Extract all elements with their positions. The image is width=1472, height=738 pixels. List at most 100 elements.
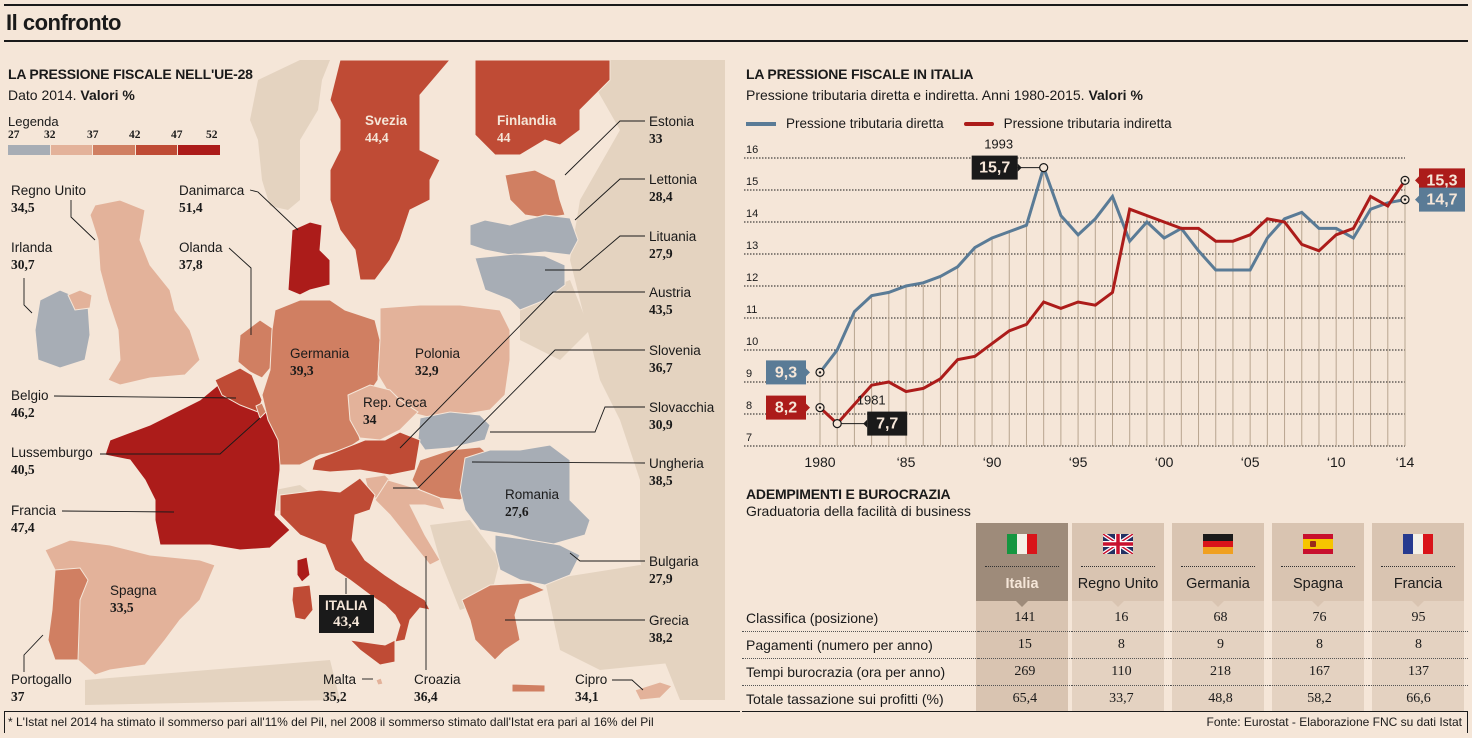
annotation-pointer bbox=[806, 403, 810, 412]
leader-lines bbox=[23, 120, 646, 691]
annotation-marker bbox=[832, 419, 842, 429]
annotation-pointer bbox=[863, 419, 868, 428]
country-cipro bbox=[634, 681, 673, 701]
label-bulgaria: Bulgaria 27,9 bbox=[649, 554, 699, 586]
country-polonia bbox=[377, 304, 511, 421]
label-spagna: Spagna 33,5 bbox=[110, 583, 157, 615]
country-name: Spagna bbox=[1293, 576, 1343, 592]
line-chart: 16 15 14 13 12 11 10 9 8 7 1980 ‘85 ‘90 ‘95 ‘00 ‘05 ‘10 ‘… bbox=[744, 138, 1465, 470]
business-subtitle: Graduatoria della facilità di business bbox=[746, 503, 971, 519]
business-table: Classifica (posizione) 141 16 68 76 95 Pagamen… bbox=[742, 605, 1468, 712]
annotation-value: 15,3 bbox=[1426, 172, 1457, 189]
map-subtitle-bold: Valori % bbox=[80, 87, 135, 103]
table-cell: 48,8 bbox=[1208, 691, 1233, 706]
legend-tick: 32 bbox=[44, 129, 56, 141]
footer-rule bbox=[4, 711, 740, 712]
y-tick-label: 12 bbox=[746, 272, 758, 284]
x-tick-label: ‘10 bbox=[1327, 454, 1346, 470]
series-line-indiretta bbox=[818, 179, 1407, 426]
annotation-value: 8,2 bbox=[775, 400, 797, 417]
annotation-pointer bbox=[1415, 195, 1419, 204]
label-olanda: Olanda 37,8 bbox=[179, 240, 223, 272]
row-label: Totale tassazione sui profitti (%) bbox=[746, 691, 944, 707]
legend-tick: 52 bbox=[206, 129, 218, 141]
table-bottom-rule bbox=[742, 711, 1468, 712]
turkey-land bbox=[545, 565, 705, 670]
eu-countries bbox=[34, 59, 673, 701]
leader-ungheria bbox=[471, 461, 646, 464]
header-pointer bbox=[1212, 601, 1224, 607]
annotation-marker-dot bbox=[1403, 179, 1407, 182]
country-lituania bbox=[474, 253, 566, 311]
map-title: LA PRESSIONE FISCALE NELL'UE-28 bbox=[8, 66, 253, 82]
header-pointer bbox=[1112, 601, 1124, 607]
legend-label: Legenda bbox=[8, 114, 59, 129]
country-malta bbox=[375, 677, 384, 686]
y-tick-label: 16 bbox=[746, 144, 758, 156]
annotation-year: 1981 bbox=[857, 393, 886, 408]
map-subtitle: Dato 2014. Valori % bbox=[8, 87, 135, 103]
row-label: Pagamenti (numero per anno) bbox=[742, 631, 978, 659]
label-belgio: Belgio 46,2 bbox=[11, 388, 49, 420]
y-tick-label: 14 bbox=[746, 208, 758, 220]
x-tick-label: ‘90 bbox=[983, 454, 1002, 470]
leader-lituania bbox=[545, 235, 645, 271]
map-panel: LA PRESSIONE FISCALE NELL'UE-28 Dato 201… bbox=[0, 44, 736, 712]
legend-tick: 42 bbox=[129, 129, 141, 141]
label-lettonia: Lettonia 28,4 bbox=[649, 172, 698, 204]
leader-olanda bbox=[228, 247, 252, 335]
annotation-marker-dot bbox=[1403, 198, 1407, 201]
table-cell: 9 bbox=[1170, 631, 1270, 659]
country-croazia bbox=[374, 479, 446, 566]
annotation-box bbox=[766, 360, 806, 385]
leader-portogallo bbox=[23, 634, 44, 672]
country-finlandia bbox=[474, 59, 611, 156]
country-svezia bbox=[329, 59, 452, 281]
legend-label-indiretta: Pressione tributaria indiretta bbox=[1003, 116, 1172, 131]
balkans-land bbox=[430, 520, 500, 610]
label-cipro: Cipro 34,1 bbox=[575, 672, 608, 704]
label-svezia: Svezia 44,4 bbox=[365, 113, 408, 145]
table-cell: 167 bbox=[1269, 658, 1369, 686]
header-divider bbox=[1081, 566, 1155, 567]
table-cell: 110 bbox=[1071, 658, 1171, 686]
country-crete bbox=[511, 683, 546, 693]
series-line-diretta bbox=[818, 162, 1406, 374]
country-slovacchia bbox=[417, 411, 491, 451]
label-francia: Francia 47,4 bbox=[11, 503, 57, 535]
europe-map bbox=[23, 59, 725, 705]
business-title: ADEMPIMENTI E BUROCRAZIA bbox=[746, 486, 951, 502]
table-cell: 95 bbox=[1368, 605, 1468, 632]
leader-cipro bbox=[612, 679, 644, 691]
x-tick-label: 1980 bbox=[804, 454, 835, 470]
africa-land bbox=[85, 660, 340, 705]
legend-label-diretta: Pressione tributaria diretta bbox=[786, 116, 944, 131]
annotation-box bbox=[867, 411, 908, 436]
footer-tick-left bbox=[4, 711, 5, 733]
table-cell: 76 bbox=[1269, 605, 1369, 632]
table-cell: 33,7 bbox=[1109, 691, 1134, 706]
country-romania bbox=[459, 444, 591, 546]
annotation-value: 14,7 bbox=[1426, 192, 1457, 209]
table-cell: 8 bbox=[1368, 631, 1468, 659]
label-grecia: Grecia 38,2 bbox=[649, 613, 689, 645]
header-pointer bbox=[1312, 601, 1324, 607]
chart-legend: Pressione tributaria diretta Pressione t… bbox=[746, 116, 1172, 131]
legend-swatch bbox=[8, 145, 50, 155]
leader-estonia bbox=[564, 120, 645, 176]
map-legend: Legenda 27 32 37 42 47 52 bbox=[8, 114, 223, 155]
country-name: Germania bbox=[1186, 576, 1250, 592]
table-cell: 15 bbox=[977, 631, 1072, 659]
header-pointer bbox=[1016, 601, 1028, 607]
table-cell: 8 bbox=[1269, 631, 1369, 659]
label-portogallo: Portogallo 37 bbox=[11, 672, 72, 704]
country-grecia bbox=[461, 582, 547, 661]
header-divider bbox=[1181, 566, 1255, 567]
label-danimarca: Danimarca 51,4 bbox=[179, 183, 245, 215]
table-row: Tempi burocrazia (ora per anno) 269 110 218… bbox=[742, 658, 1468, 686]
label-germania: Germania 39,3 bbox=[290, 346, 350, 378]
table-cell: 8 bbox=[1071, 631, 1171, 659]
y-tick-label: 13 bbox=[746, 240, 758, 252]
leader-irlanda bbox=[23, 278, 33, 314]
page-title: Il confronto bbox=[6, 10, 121, 35]
